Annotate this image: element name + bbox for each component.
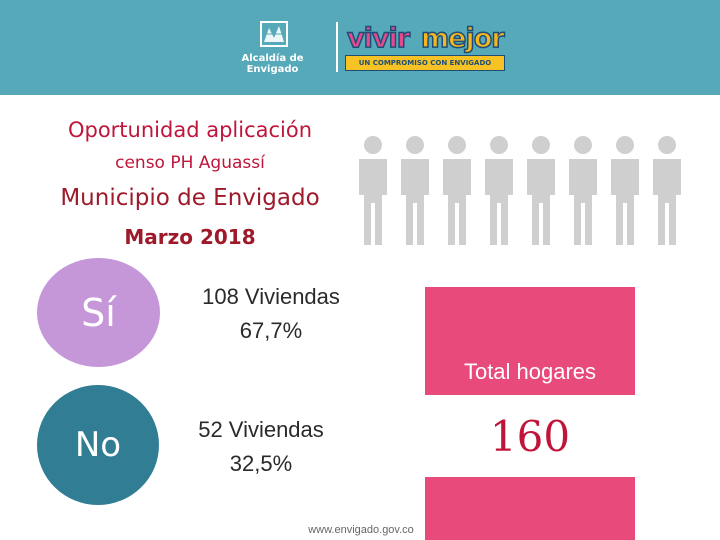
total-bar-top: Total hogares: [425, 287, 635, 395]
person-icon: [485, 136, 513, 245]
mejor-word: mejor: [420, 23, 505, 55]
vivir-word: vivir: [346, 23, 411, 55]
yes-circle: Sí: [37, 258, 160, 367]
person-icon: [527, 136, 555, 245]
yes-percent: 67,7%: [239, 318, 303, 343]
logo-tagline: UN COMPROMISO CON ENVIGADO: [345, 55, 505, 71]
title-line-1: Oportunidad aplicación: [67, 118, 313, 142]
yes-viviendas: 108 Viviendas: [202, 284, 340, 309]
logo-divider: [336, 22, 338, 72]
title-line-3: Municipio de Envigado: [60, 185, 320, 211]
yes-label: Sí: [81, 290, 116, 335]
total-label: Total hogares: [463, 359, 597, 384]
crest-icon: [260, 21, 288, 47]
title-line-2: censo PH Aguassí: [115, 153, 265, 173]
footer-url: www.envigado.gov.co: [308, 524, 414, 536]
no-stats: 52 Viviendas 32,5%: [156, 413, 366, 481]
person-icon: [611, 136, 639, 245]
no-viviendas: 52 Viviendas: [198, 417, 324, 442]
yes-stats: 108 Viviendas 67,7%: [166, 280, 376, 348]
total-value: 160: [489, 412, 571, 461]
header-banner: Alcaldía de Envigado vivir mejor UN COMP…: [0, 0, 720, 95]
alcaldia-logo-text: Alcaldía de Envigado: [241, 53, 304, 75]
person-icon: [569, 136, 597, 245]
no-circle: No: [37, 385, 159, 505]
person-icon: [443, 136, 471, 245]
people-icons-row: [359, 136, 681, 245]
no-label: No: [74, 425, 122, 465]
person-icon: [359, 136, 387, 245]
no-percent: 32,5%: [229, 451, 293, 476]
vivir-mejor-logo: vivir mejor UN COMPROMISO CON ENVIGADO: [343, 22, 505, 72]
title-line-4: Marzo 2018: [124, 225, 256, 249]
person-icon: [401, 136, 429, 245]
alcaldia-logo: Alcaldía de Envigado: [215, 18, 330, 75]
person-icon: [653, 136, 681, 245]
total-bar-bottom: [425, 477, 635, 540]
